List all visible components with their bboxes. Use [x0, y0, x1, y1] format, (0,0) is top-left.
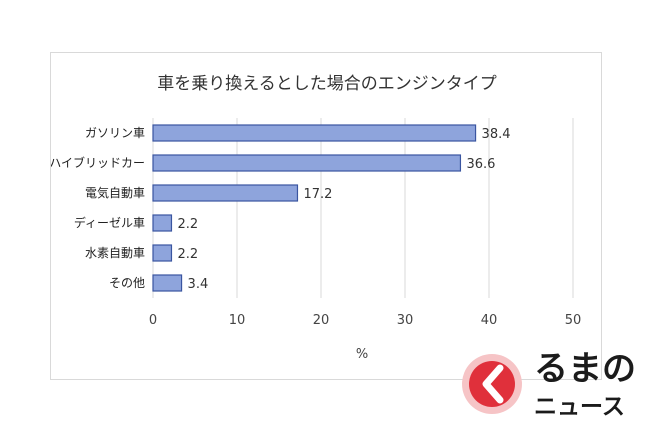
bar-4	[152, 244, 173, 262]
bars-layer	[152, 124, 477, 292]
category-label-0: ガソリン車	[85, 126, 145, 140]
data-label-0: 38.4	[482, 127, 511, 142]
data-label-1: 36.6	[466, 157, 495, 172]
category-label-4: 水素自動車	[85, 246, 145, 260]
brand-line1: るまの	[534, 349, 636, 389]
category-label-3: ディーゼル車	[74, 215, 145, 230]
engine-type-chart: 車を乗り換えるとした場合のエンジンタイプ 0 10 20 30 40 50 ガソリン車 38.…	[51, 74, 581, 362]
data-label-3: 2.2	[177, 217, 198, 232]
x-axis-title: %	[356, 347, 368, 362]
bar-1	[152, 154, 462, 172]
data-label-5: 3.4	[188, 277, 209, 292]
data-label-4: 2.2	[177, 247, 198, 262]
x-tick-label-3: 30	[397, 313, 414, 328]
watermark-logo: るまの ニュース	[462, 349, 636, 420]
x-tick-label-0: 0	[149, 313, 157, 328]
x-tick-label-2: 20	[313, 313, 330, 328]
bar-2	[152, 184, 299, 202]
brand-line2: ニュース	[534, 394, 625, 420]
x-tick-label-4: 40	[481, 313, 498, 328]
bar-3	[152, 214, 173, 232]
category-label-2: 電気自動車	[85, 185, 145, 200]
kuruma-logo-icon	[462, 354, 522, 414]
data-label-2: 17.2	[303, 187, 332, 202]
x-tick-label-1: 10	[229, 313, 246, 328]
category-label-1: ハイブリッドカー	[51, 155, 145, 170]
category-label-5: その他	[109, 276, 145, 290]
chart-title: 車を乗り換えるとした場合のエンジンタイプ	[157, 74, 497, 94]
bar-5	[152, 274, 183, 292]
labels-layer: 0 10 20 30 40 50 ガソリン車 38.4 ハイブリッドカー 36.6 電気自動車 17.…	[51, 126, 581, 328]
x-tick-label-5: 50	[565, 313, 582, 328]
bar-0	[152, 124, 477, 142]
grid-layer	[152, 118, 574, 298]
chart-frame: 車を乗り換えるとした場合のエンジンタイプ 0 10 20 30 40 50 ガソリン車 38.…	[50, 52, 602, 380]
